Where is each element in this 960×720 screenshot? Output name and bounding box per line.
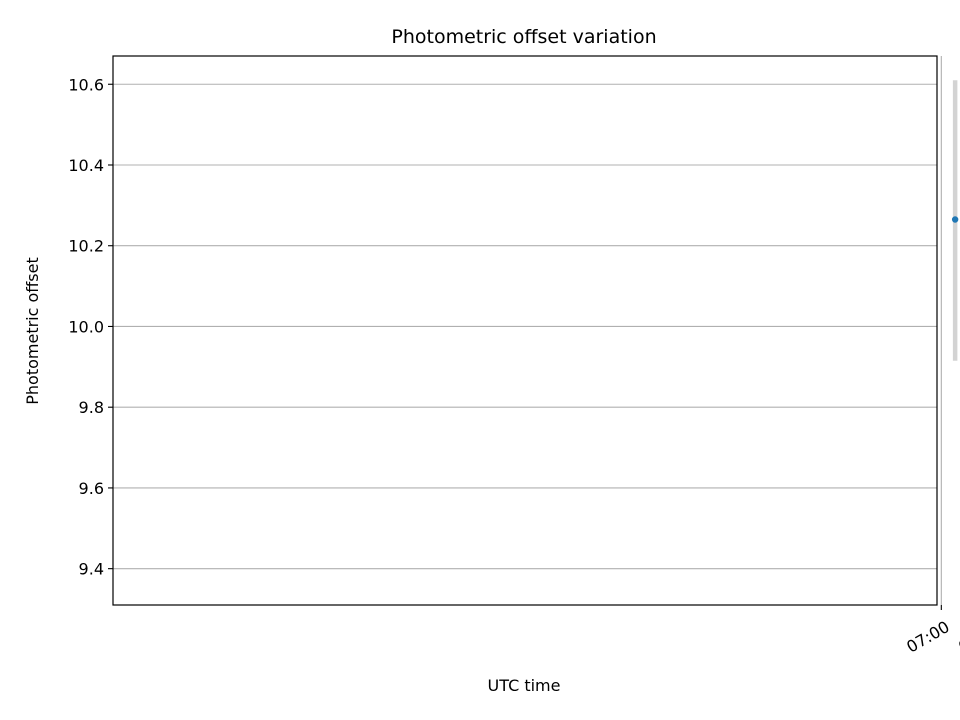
data-point bbox=[951, 216, 959, 223]
data-points bbox=[951, 216, 959, 223]
grid bbox=[113, 56, 942, 605]
y-tick-label: 10.2 bbox=[68, 237, 104, 256]
plot-frame bbox=[112, 55, 938, 606]
y-tick-label: 10.6 bbox=[68, 75, 104, 94]
y-tick-label: 10.4 bbox=[68, 156, 104, 175]
x-axis-label: UTC time bbox=[488, 676, 561, 695]
y-tick-label: 9.4 bbox=[79, 560, 104, 579]
y-axis-label: Photometric offset bbox=[23, 257, 42, 405]
y-axis-ticks: 9.4 9.6 9.8 10.0 10.2 10.4 10.6 bbox=[68, 75, 113, 579]
y-tick-label: 9.8 bbox=[79, 398, 104, 417]
chart-title: Photometric offset variation bbox=[391, 26, 656, 48]
y-tick-label: 10.0 bbox=[68, 317, 104, 336]
y-tick-label: 9.6 bbox=[79, 479, 104, 498]
